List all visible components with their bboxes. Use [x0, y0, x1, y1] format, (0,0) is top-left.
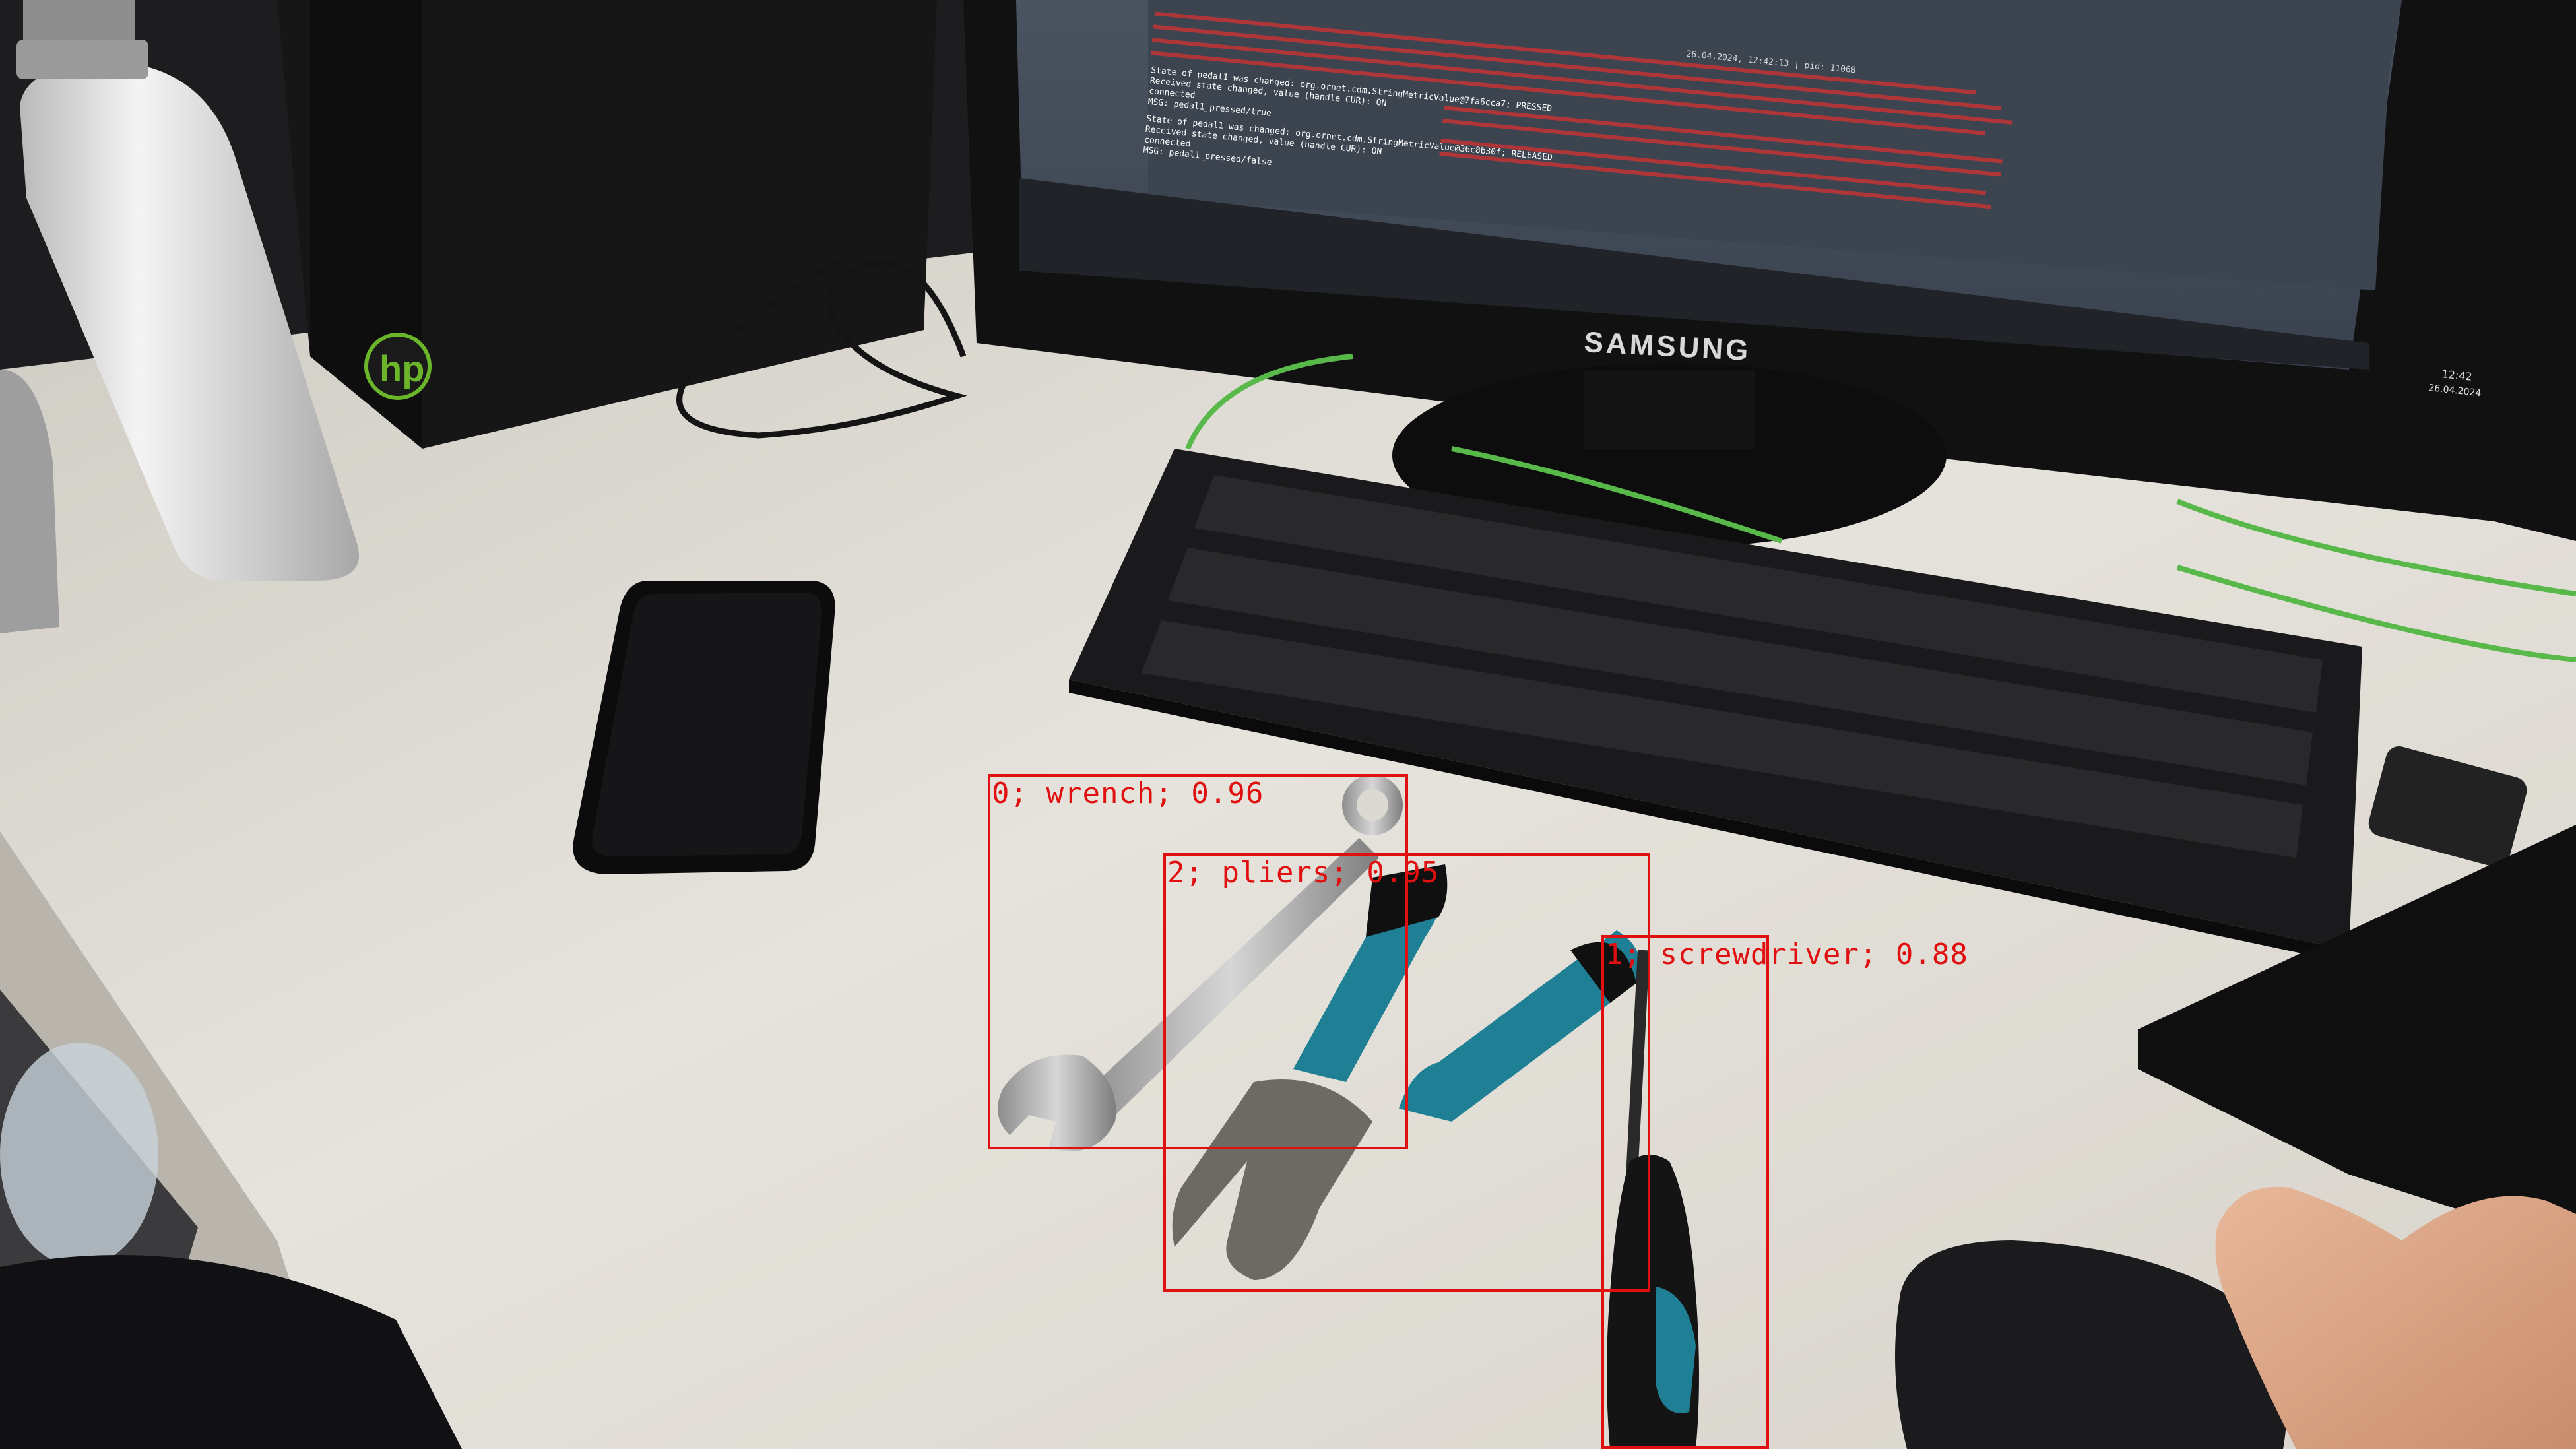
hand	[2215, 1186, 2576, 1449]
hp-logo: hp	[379, 348, 424, 389]
laptop	[2138, 825, 2576, 1247]
desk-surface	[0, 251, 2576, 1449]
water-bottle	[16, 0, 359, 581]
wrench	[998, 775, 1403, 1151]
detection-box-screwdriver: 1; screwdriver; 0.88	[1601, 935, 1968, 1449]
black-cable	[676, 248, 967, 439]
console-error-lines	[1150, 11, 2013, 209]
console-line: connected	[1149, 86, 1196, 101]
computer-tower	[277, 0, 937, 449]
detection-label: 1; screwdriver; 0.88	[1605, 938, 1968, 971]
console-line: connected	[1143, 135, 1191, 150]
pliers	[1172, 864, 1640, 1280]
green-cable	[1185, 354, 2576, 662]
keyboard	[1069, 449, 2362, 963]
screwdriver	[1607, 950, 1699, 1449]
detection-label: 0; wrench; 0.96	[992, 777, 1264, 810]
detection-box-wrench: 0; wrench; 0.96	[988, 774, 1408, 1149]
smartphone	[573, 581, 835, 874]
monitor	[963, 0, 2576, 548]
detection-label: 2; pliers; 0.95	[1167, 856, 1440, 889]
clock: 12:42	[2441, 368, 2473, 383]
mouse	[1895, 1240, 2286, 1449]
detection-box-pliers: 2; pliers; 0.95	[1163, 853, 1650, 1292]
